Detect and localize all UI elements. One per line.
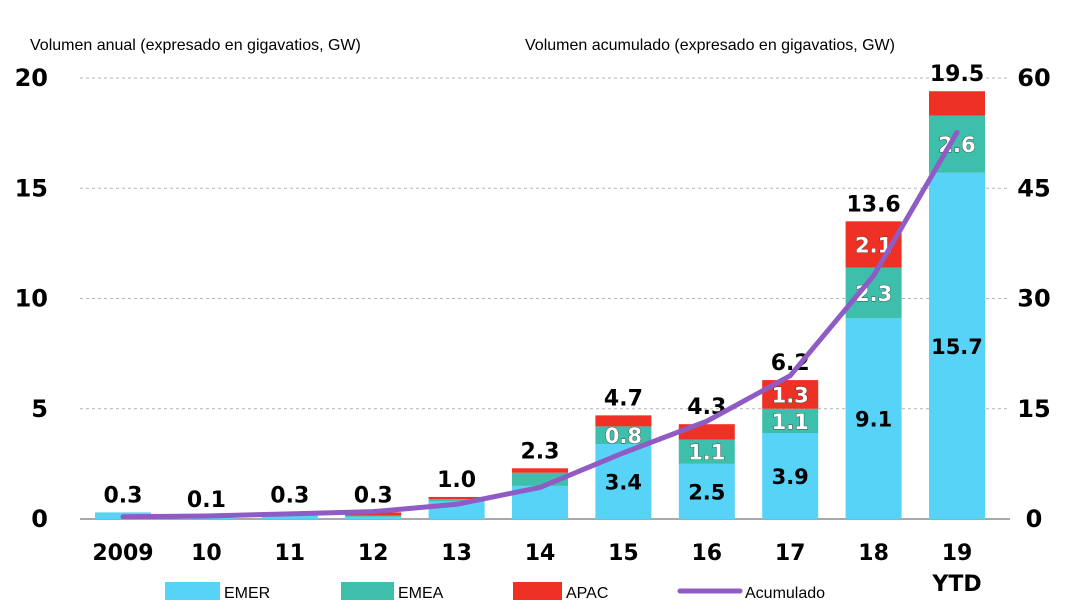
right-tick-label: 45 [1017,174,1050,202]
bar-segment-emea [345,515,402,517]
bar-total-label: 1.0 [437,468,476,493]
segment-value-label: 0.8 [605,424,642,448]
x-tick-label: 15 [608,541,639,566]
segment-labels: 3.40.82.51.13.91.11.39.12.32.115.72.6 [604,133,983,505]
legend-label: APAC [566,585,608,602]
bar-segment-emea [678,439,735,464]
bars [95,91,985,519]
legend-label: Acumulado [745,585,825,602]
legend-label: EMER [224,585,270,602]
cumulative-line [120,129,960,520]
bar-segment-apac [595,415,652,427]
x-tick-sublabel: YTD [931,572,981,597]
left-tick-label: 5 [31,395,48,423]
x-tick-label: 18 [858,541,889,566]
right-tick-label: 0 [1026,505,1043,533]
right-axis-title: Volumen acumulado (expresado en gigavati… [525,37,895,54]
bar-segment-apac [428,496,485,500]
bar-segment-emea [595,426,652,445]
left-tick-label: 10 [15,285,48,313]
bar-segment-apac [929,91,985,116]
total-labels: 0.3 0.1 0.3 0.31.02.34.7 4.36.213.619.5 [104,62,985,513]
legend-label: EMEA [398,585,444,602]
bar-segment-emer [845,318,902,519]
segment-value-label: 1.1 [688,441,725,465]
bar-segment-emer [345,516,402,519]
cumulative-line-path [120,129,960,520]
bar-segment-emer [929,172,985,519]
bar-segment-emer [678,463,735,519]
x-tick-label: 16 [691,541,722,566]
legend-swatch [165,582,220,600]
right-tick-label: 30 [1017,285,1050,313]
x-tick-label: 14 [525,541,556,566]
left-tick-label: 0 [31,505,48,533]
segment-value-label: 1.3 [772,383,809,407]
bar-segment-apac [512,468,568,473]
left-axis-ticks: 0 5 10 15 20 [15,64,48,533]
bar-total-label: 19.5 [930,62,984,87]
segment-value-label: 2.1 [855,233,892,257]
x-tick-label: 2009 [92,541,153,566]
bar-total-label: 2.3 [521,439,560,464]
x-tick-label: 12 [358,541,389,566]
segment-value-label: 3.4 [605,471,642,495]
x-tick-label: 19 [942,541,973,566]
x-tick-label: 11 [274,541,305,566]
bar-segment-emea [428,499,485,502]
bar-segment-emea [762,408,819,434]
bar-total-label: 0.3 [354,483,393,508]
bar-total-label: 0.1 [187,488,226,513]
segment-value-label: 9.1 [855,408,892,432]
bar-total-label: 13.6 [846,192,900,217]
bar-segment-emer [762,433,819,519]
legend-swatch [513,582,562,600]
bar-segment-emer [261,514,318,519]
segment-value-label: 3.9 [772,465,809,489]
segment-value-label: 2.5 [688,480,725,504]
segment-value-label: 15.7 [931,335,983,359]
x-axis-ticks: 2009 10 11 12 13 14 15 16 17 18 19 YTD [92,541,981,597]
x-tick-label: 10 [191,541,222,566]
legend-swatch [341,582,394,600]
bar-segment-emer [595,444,652,519]
segment-value-label: 1.1 [772,410,809,434]
bar-total-label: 4.7 [604,386,643,411]
legend: EMER EMEA APAC Acumulado [165,582,825,602]
left-tick-label: 15 [15,174,48,202]
bar-total-label: 0.3 [104,483,143,508]
right-tick-label: 60 [1017,64,1050,92]
right-axis-ticks: 0 15 30 45 60 [1017,64,1050,533]
left-axis-title: Volumen anual (expresado en gigavatios, … [30,37,361,54]
right-tick-label: 15 [1017,395,1050,423]
bar-total-label: 0.3 [270,483,309,508]
left-tick-label: 20 [15,64,48,92]
x-tick-label: 17 [775,541,806,566]
x-tick-label: 13 [441,541,472,566]
